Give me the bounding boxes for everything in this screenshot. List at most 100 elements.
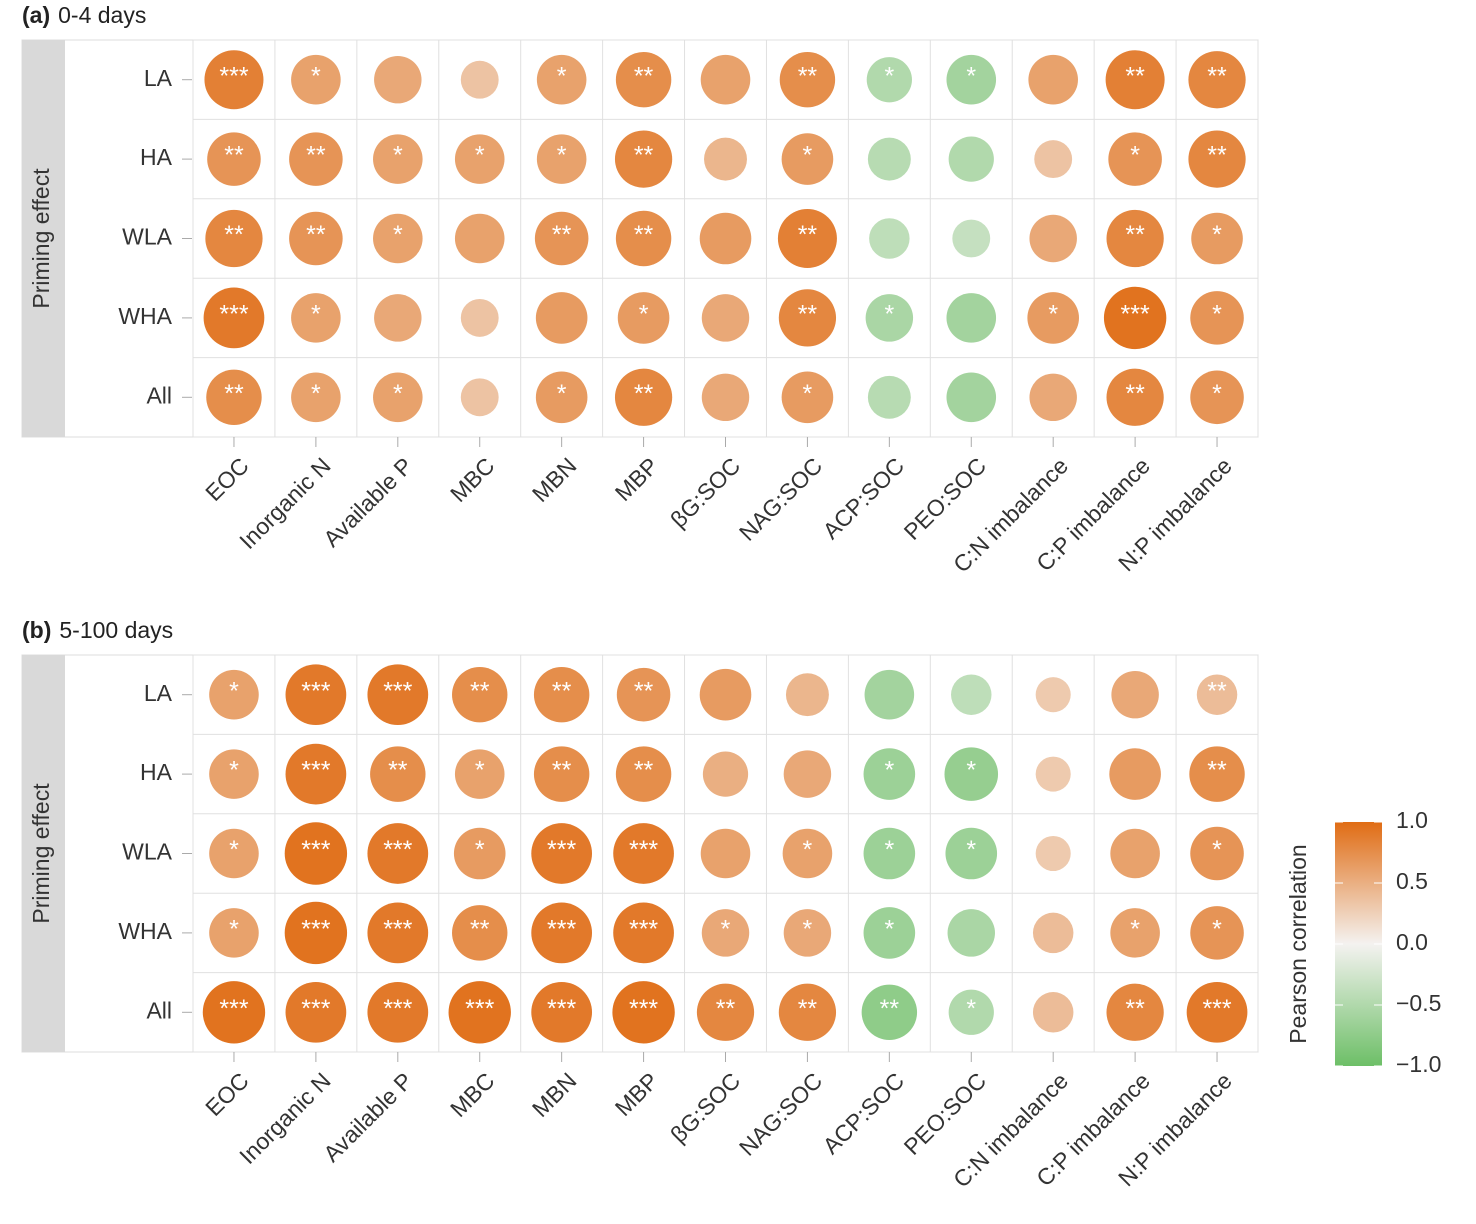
correlation-dot: [289, 132, 343, 186]
correlation-dot: [869, 218, 910, 259]
significance: **: [798, 221, 818, 249]
col-label: MBN: [527, 452, 582, 507]
correlation-dot: [1110, 908, 1160, 958]
correlation-dot: [289, 211, 343, 266]
correlation-dot: [536, 54, 587, 105]
correlation-dot: [617, 292, 670, 344]
significance: *: [229, 677, 239, 705]
correlation-dot: [863, 827, 916, 880]
significance: *: [803, 916, 813, 944]
col-label: MBP: [610, 452, 664, 506]
significance: *: [1212, 301, 1222, 329]
correlation-dot: [373, 213, 423, 264]
row-label: WHA: [118, 303, 172, 329]
correlation-dot: [533, 746, 590, 802]
correlation-dot: [533, 666, 590, 723]
correlation-dot: [946, 293, 997, 343]
correlation-dot: [779, 51, 836, 108]
correlation-dot: [612, 981, 675, 1044]
correlation-dot: [613, 902, 674, 964]
significance: *: [803, 380, 813, 408]
colorbar-label: 1.0: [1396, 807, 1428, 833]
significance: **: [224, 380, 244, 408]
significance: *: [1212, 221, 1222, 249]
significance: ***: [547, 916, 576, 944]
correlation-dot: [948, 136, 994, 182]
correlation-dot: [945, 827, 998, 880]
correlation-dot: [1111, 670, 1159, 719]
correlation-dot: [948, 989, 994, 1035]
significance: *: [311, 62, 321, 90]
correlation-dot: [946, 372, 997, 423]
correlation-dot: [284, 822, 348, 885]
significance: ***: [629, 916, 658, 944]
significance: **: [306, 142, 326, 170]
correlation-dot: [701, 373, 750, 422]
correlation-dot: [863, 907, 916, 959]
correlation-dot: [778, 983, 837, 1041]
correlation-dot: [863, 748, 916, 800]
correlation-dot: [867, 375, 911, 419]
correlation-dot: [448, 981, 511, 1044]
correlation-dot: [1105, 50, 1165, 110]
correlation-dot: [367, 823, 429, 884]
correlation-dot: [1190, 291, 1244, 345]
significance: *: [1130, 916, 1140, 944]
correlation-dot: [781, 133, 834, 185]
significance: *: [884, 301, 894, 329]
significance: *: [557, 142, 567, 170]
correlation-dot: [1190, 826, 1244, 881]
correlation-dot: [203, 287, 265, 349]
correlation-dot: [1191, 212, 1243, 265]
col-label: MBC: [445, 452, 500, 507]
correlation-dot: [1029, 214, 1077, 263]
correlation-dot: [209, 908, 259, 958]
significance: *: [966, 62, 976, 90]
row-label: WHA: [118, 918, 172, 944]
correlation-dot: [1188, 130, 1246, 188]
correlation-dot: [284, 901, 348, 965]
correlation-dot: [615, 51, 672, 108]
correlation-dot: [1035, 835, 1071, 872]
correlation-dot: [454, 213, 505, 264]
correlation-dot: [207, 132, 261, 186]
correlation-dot: [1103, 286, 1167, 350]
significance: *: [475, 142, 485, 170]
correlation-dot: [614, 130, 673, 188]
correlation-dot: [947, 909, 996, 957]
correlation-dot: [781, 371, 834, 424]
correlation-dot: [374, 294, 422, 342]
significance: **: [798, 301, 818, 329]
correlation-dot: [615, 210, 672, 267]
colorbar-label: −0.5: [1396, 990, 1441, 1016]
significance: ***: [465, 995, 494, 1023]
significance: *: [475, 836, 485, 864]
panel-subtitle: 0-4 days: [58, 2, 146, 28]
correlation-dot: [454, 134, 505, 184]
correlation-dot: [370, 746, 426, 802]
correlation-dot: [1035, 756, 1071, 792]
correlation-dot: [785, 673, 829, 717]
correlation-dot: [1109, 748, 1161, 800]
significance: ***: [547, 995, 576, 1023]
correlation-dot: [373, 372, 423, 423]
correlation-dot: [535, 371, 588, 424]
correlation-dot: [946, 54, 997, 105]
significance: **: [388, 757, 408, 785]
correlation-dot: [700, 54, 751, 105]
significance: **: [552, 677, 572, 705]
col-label: MBC: [445, 1067, 500, 1122]
significance: **: [1125, 380, 1145, 408]
correlation-dot: [454, 749, 505, 799]
correlation-dot: [452, 905, 508, 961]
significance: ***: [383, 916, 412, 944]
panel-tag: (b): [22, 617, 51, 643]
correlation-dot: [536, 134, 587, 184]
panel-tag: (a): [22, 2, 50, 28]
correlation-dot: [204, 50, 264, 110]
correlation-dot: [367, 981, 429, 1043]
significance: *: [475, 757, 485, 785]
col-label: MBP: [610, 1067, 664, 1121]
correlation-dot: [373, 134, 423, 184]
panel-subtitle: 5-100 days: [59, 617, 173, 643]
